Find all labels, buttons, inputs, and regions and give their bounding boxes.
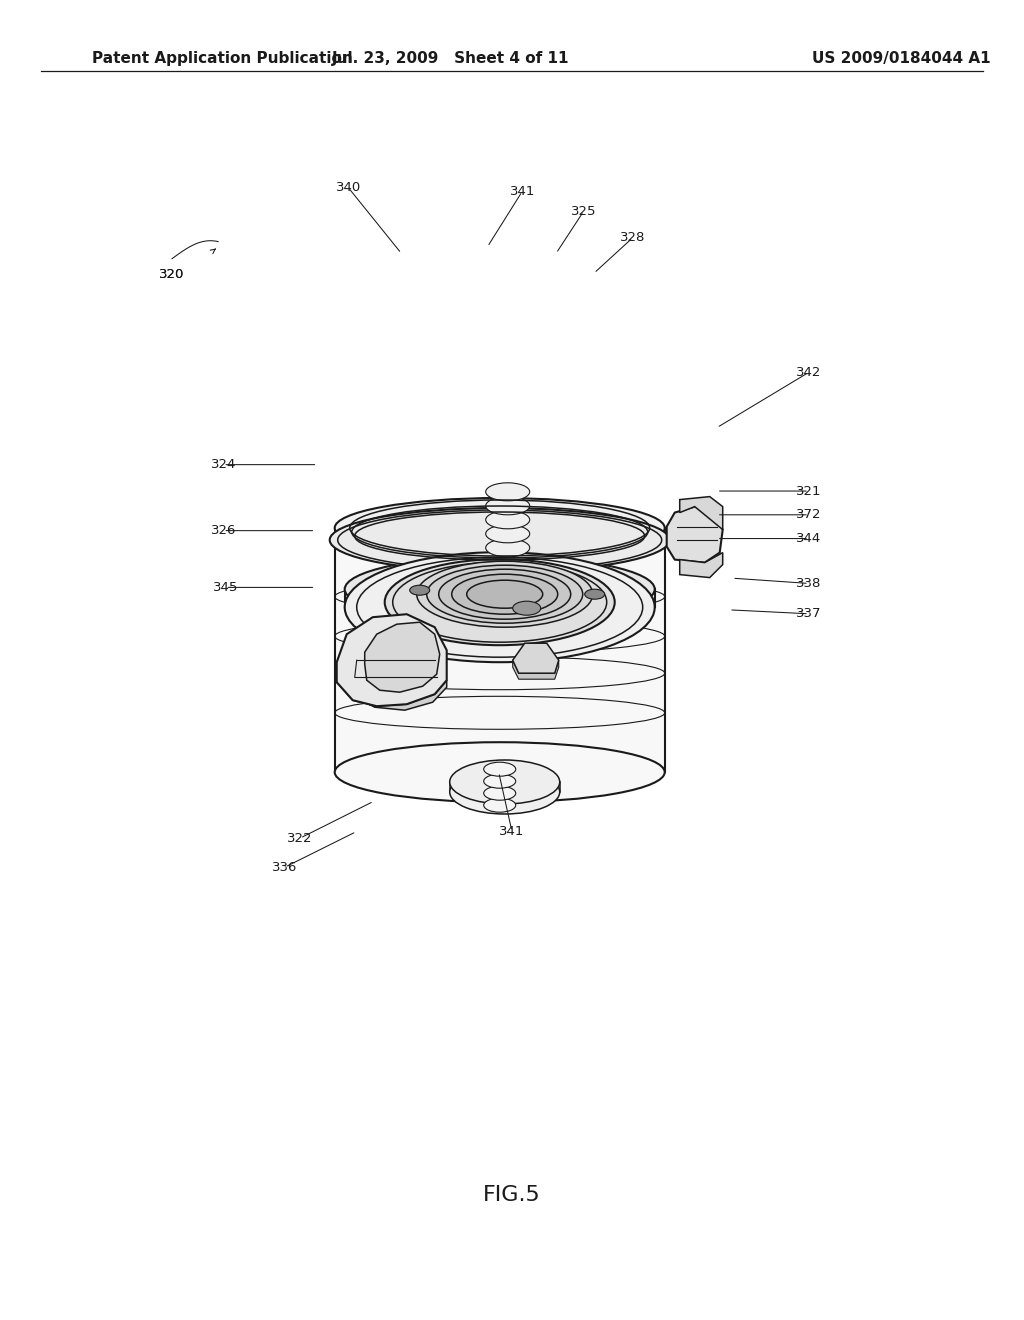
Ellipse shape — [485, 496, 529, 515]
Ellipse shape — [410, 585, 430, 595]
Text: 342: 342 — [797, 366, 821, 379]
Text: FIG.5: FIG.5 — [483, 1184, 541, 1205]
Text: 341: 341 — [510, 185, 535, 198]
Text: 325: 325 — [571, 205, 596, 218]
Ellipse shape — [585, 589, 605, 599]
Text: 320: 320 — [160, 268, 184, 281]
Polygon shape — [365, 622, 439, 692]
Text: 321: 321 — [797, 484, 821, 498]
Ellipse shape — [485, 539, 529, 557]
Text: 326: 326 — [211, 524, 236, 537]
Ellipse shape — [427, 565, 583, 623]
Ellipse shape — [345, 552, 654, 663]
Ellipse shape — [452, 574, 558, 614]
Ellipse shape — [330, 508, 670, 572]
Ellipse shape — [483, 762, 516, 776]
Ellipse shape — [483, 775, 516, 788]
Text: 341: 341 — [500, 825, 524, 838]
Text: US 2009/0184044 A1: US 2009/0184044 A1 — [812, 50, 990, 66]
Text: Patent Application Publication: Patent Application Publication — [92, 50, 353, 66]
Text: 372: 372 — [797, 508, 821, 521]
Text: 337: 337 — [797, 607, 821, 620]
Polygon shape — [680, 553, 723, 578]
Ellipse shape — [485, 483, 529, 500]
Ellipse shape — [385, 560, 614, 645]
Ellipse shape — [483, 799, 516, 812]
Polygon shape — [337, 614, 446, 706]
Text: 344: 344 — [797, 532, 821, 545]
Text: 328: 328 — [621, 231, 645, 244]
Ellipse shape — [450, 760, 560, 804]
Polygon shape — [335, 528, 665, 772]
Text: 345: 345 — [213, 581, 238, 594]
Polygon shape — [337, 663, 446, 710]
Ellipse shape — [335, 498, 665, 558]
Ellipse shape — [467, 581, 543, 609]
Ellipse shape — [483, 787, 516, 800]
Ellipse shape — [513, 601, 541, 615]
Polygon shape — [680, 496, 723, 529]
Ellipse shape — [485, 525, 529, 543]
Ellipse shape — [485, 511, 529, 529]
Ellipse shape — [450, 770, 560, 814]
Polygon shape — [513, 643, 559, 673]
Text: 336: 336 — [272, 861, 297, 874]
Ellipse shape — [345, 556, 654, 622]
Polygon shape — [667, 507, 723, 562]
Text: Jul. 23, 2009   Sheet 4 of 11: Jul. 23, 2009 Sheet 4 of 11 — [332, 50, 569, 66]
Text: 338: 338 — [797, 577, 821, 590]
Ellipse shape — [335, 742, 665, 803]
Text: 320: 320 — [160, 268, 184, 281]
Text: 340: 340 — [336, 181, 360, 194]
Text: 322: 322 — [288, 832, 312, 845]
Text: 324: 324 — [211, 458, 236, 471]
Polygon shape — [513, 660, 559, 680]
Ellipse shape — [438, 569, 570, 619]
Ellipse shape — [417, 561, 593, 627]
